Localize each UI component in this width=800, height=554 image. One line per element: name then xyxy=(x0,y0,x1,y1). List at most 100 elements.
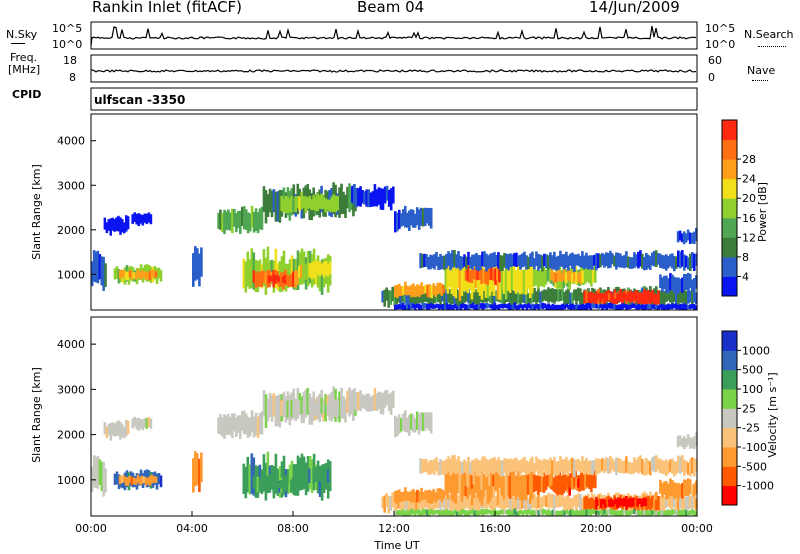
power-cell xyxy=(685,274,688,291)
power-cell xyxy=(109,218,112,236)
power-cell xyxy=(673,276,676,293)
velocity-cell xyxy=(567,510,570,516)
velocity-cell xyxy=(406,417,409,433)
cpid-panel: ulfscan -3350 xyxy=(90,87,698,111)
velocity-cell xyxy=(359,390,362,412)
velocity-cell xyxy=(559,494,562,507)
velocity-cell xyxy=(448,467,452,493)
noise-tick-bottom: 10^0 xyxy=(52,38,82,51)
power-cell xyxy=(312,261,316,279)
velocity-cell xyxy=(117,420,120,437)
nsearch-label: N.Search xyxy=(744,28,794,41)
velocity-cell xyxy=(102,462,105,497)
velocity-cell xyxy=(473,495,476,510)
velocity-cell xyxy=(128,475,132,483)
power-cell xyxy=(443,291,446,307)
power-cell xyxy=(429,254,432,270)
velocity-cell xyxy=(282,391,286,415)
power-cell xyxy=(294,270,297,289)
power-cell xyxy=(675,303,678,310)
power-cell xyxy=(645,304,648,310)
power-cell xyxy=(525,304,529,310)
power-cell xyxy=(669,254,672,267)
velocity-cell xyxy=(695,498,698,511)
velocity-cell xyxy=(497,457,500,474)
power-cell xyxy=(535,291,538,308)
velocity-cell xyxy=(593,499,596,511)
velocity-cell xyxy=(546,472,550,487)
velocity-cell xyxy=(254,412,258,436)
power-cell xyxy=(565,289,568,306)
velocity-cell xyxy=(520,475,524,500)
velocity-ylabel: Slant Range [km] xyxy=(30,367,43,463)
power-cell xyxy=(539,254,542,269)
power-cell xyxy=(400,213,403,227)
velocity-cell xyxy=(555,461,558,476)
velocity-cell xyxy=(235,417,238,437)
velocity-colorbar-cell xyxy=(722,485,737,506)
power-cell xyxy=(665,275,668,294)
velocity-cell xyxy=(509,458,512,473)
velocity-cell xyxy=(575,459,578,471)
power-cell xyxy=(310,262,314,280)
power-cell xyxy=(539,303,543,309)
power-cell xyxy=(334,195,337,213)
velocity-cell xyxy=(326,403,329,415)
power-cell xyxy=(426,284,429,298)
power-cell xyxy=(141,214,145,226)
power-cell xyxy=(497,304,501,310)
velocity-cell xyxy=(560,478,564,488)
velocity-cell xyxy=(665,459,668,477)
velocity-cell xyxy=(545,510,549,516)
power-cell xyxy=(695,305,698,310)
power-cell xyxy=(555,289,558,302)
power-cell xyxy=(669,304,672,310)
velocity-cell xyxy=(502,476,506,500)
velocity-cell xyxy=(258,413,262,435)
nave-label: Nave xyxy=(747,64,776,77)
power-cell xyxy=(447,251,450,266)
power-cell xyxy=(619,253,622,268)
power-cell xyxy=(469,304,473,309)
velocity-cell xyxy=(409,508,413,515)
velocity-cell xyxy=(457,496,460,513)
velocity-cell xyxy=(431,460,434,474)
power-cell xyxy=(693,304,696,310)
power-cell xyxy=(585,252,588,268)
velocity-cell xyxy=(537,510,541,516)
power-cell xyxy=(270,259,274,284)
power-cell xyxy=(673,255,676,272)
power-cell xyxy=(621,303,624,310)
velocity-cell xyxy=(124,477,128,486)
velocity-cell xyxy=(423,458,426,473)
power-cell xyxy=(418,285,421,297)
power-cell xyxy=(533,258,536,270)
power-cell xyxy=(413,304,417,310)
velocity-cell xyxy=(371,395,375,411)
velocity-cell xyxy=(469,510,473,515)
velocity-cell xyxy=(603,509,606,515)
velocity-cell xyxy=(403,496,406,509)
power-cell xyxy=(653,304,656,309)
velocity-cell xyxy=(407,495,410,513)
velocity-cell xyxy=(387,495,390,514)
velocity-cell xyxy=(689,458,692,477)
power-cell xyxy=(597,304,600,309)
velocity-cell xyxy=(290,460,294,494)
power-cell xyxy=(695,292,698,305)
power-cell xyxy=(300,192,303,210)
power-cell xyxy=(318,260,322,277)
velocity-cell xyxy=(423,412,427,431)
velocity-cell xyxy=(588,473,591,489)
power-cell xyxy=(468,270,472,283)
velocity-cell xyxy=(479,496,482,509)
power-cell xyxy=(306,263,309,278)
velocity-cell xyxy=(461,462,464,474)
velocity-cell xyxy=(149,418,153,429)
power-cell xyxy=(527,292,530,305)
power-cell xyxy=(159,270,163,282)
power-cell xyxy=(573,270,576,282)
velocity-cell xyxy=(511,459,514,472)
velocity-cell xyxy=(569,509,572,516)
